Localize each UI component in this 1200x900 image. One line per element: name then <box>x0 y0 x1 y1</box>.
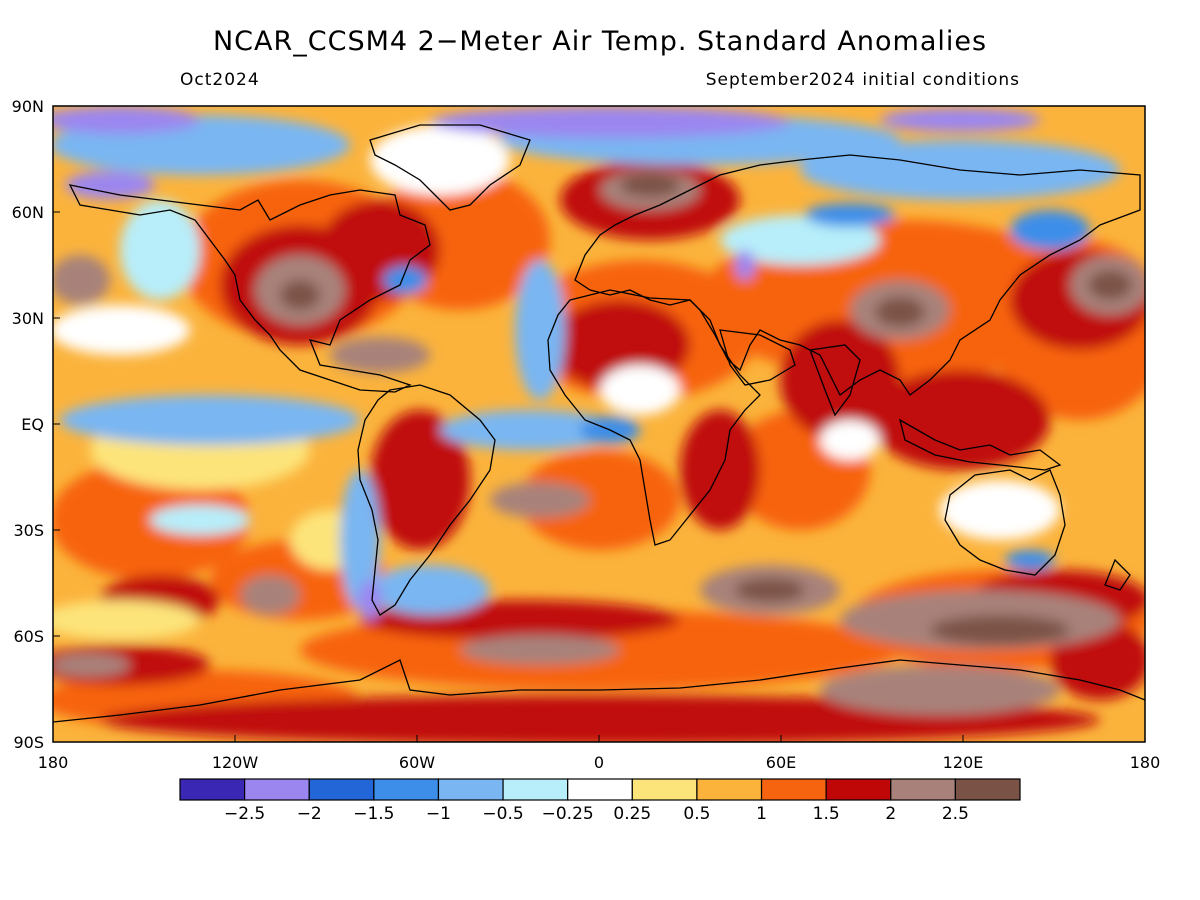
greenland-outline <box>369 124 531 211</box>
legend-label: −2.5 <box>224 804 265 824</box>
antarctica-outline <box>53 659 1145 723</box>
legend-label: 1 <box>756 804 767 824</box>
forecast-month: Oct2024 <box>180 70 260 90</box>
initial-conditions-label: September2024 initial conditions <box>705 70 1020 90</box>
legend-label: −0.25 <box>542 804 594 824</box>
lon-label-180e: 180 <box>1130 753 1161 772</box>
legend-swatch <box>179 778 246 801</box>
australia-outline <box>944 469 1066 576</box>
legend-swatch <box>437 778 504 801</box>
legend-swatch <box>954 778 1021 801</box>
eurasia-outline <box>574 154 1141 396</box>
legend-label: 0.25 <box>613 804 651 824</box>
legend-swatch <box>890 778 956 801</box>
south-america-outline <box>357 384 496 616</box>
legend-label: 0.5 <box>683 804 710 824</box>
legend-swatch <box>631 778 698 801</box>
lon-label-180w: 180 <box>38 753 69 772</box>
legend-swatch <box>244 778 310 801</box>
legend-label: 2.5 <box>942 804 969 824</box>
lon-label-60w: 60W <box>399 753 435 772</box>
legend-label: −1.5 <box>353 804 394 824</box>
lon-label-120e: 120E <box>943 753 984 772</box>
legend-label: −1 <box>426 804 451 824</box>
lat-label-60s: 60S <box>13 627 44 646</box>
legend-swatch <box>502 778 569 801</box>
latitude-axis: 90N 60N 30N EQ 30S 60S 90S <box>12 97 60 752</box>
legend-label: −2 <box>297 804 322 824</box>
lat-label-90s: 90S <box>13 733 44 752</box>
lon-label-0: 0 <box>594 753 604 772</box>
lon-label-60e: 60E <box>766 753 796 772</box>
africa-outline <box>547 289 761 546</box>
longitude-axis: 180 120W 60W 0 60E 120E 180 <box>38 735 1161 772</box>
arabia-outline <box>719 329 796 386</box>
anomaly-field <box>53 106 1145 742</box>
lat-label-eq: EQ <box>21 415 44 434</box>
india-outline <box>809 344 861 417</box>
lon-label-120w: 120W <box>212 753 259 772</box>
color-legend: −2.5 −2 −1.5 −1 −0.5 −0.25 0.25 0.5 1 1.5 2 2.5 <box>179 778 1021 824</box>
legend-swatch <box>825 778 892 801</box>
legend-label: −0.5 <box>482 804 523 824</box>
legend-swatch <box>373 778 440 801</box>
legend-swatch <box>567 778 633 801</box>
legend-swatch <box>696 778 763 801</box>
coastlines <box>53 124 1145 723</box>
legend-swatch <box>760 778 827 801</box>
legend-label: 1.5 <box>813 804 840 824</box>
north-america-outline <box>68 184 431 393</box>
legend-label: 2 <box>885 804 896 824</box>
indonesia-outline <box>898 418 1062 471</box>
lat-label-90n: 90N <box>12 97 44 116</box>
lat-label-30n: 30N <box>12 309 44 328</box>
lat-label-60n: 60N <box>12 203 44 222</box>
legend-swatch <box>308 778 375 801</box>
map-title: NCAR_CCSM4 2−Meter Air Temp. Standard An… <box>212 26 988 57</box>
lat-label-30s: 30S <box>13 521 44 540</box>
new-zealand-outline <box>1104 558 1131 591</box>
